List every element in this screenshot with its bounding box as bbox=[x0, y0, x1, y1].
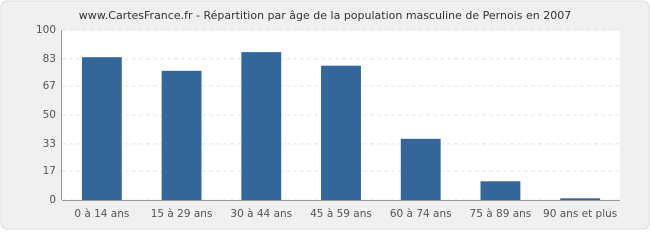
bar bbox=[241, 52, 282, 200]
y-tick-label: 67 bbox=[43, 80, 56, 92]
x-tick-label: 0 à 14 ans bbox=[74, 208, 129, 220]
bar bbox=[560, 198, 601, 200]
y-tick-label: 0 bbox=[49, 194, 56, 206]
y-tick-label: 33 bbox=[43, 138, 56, 150]
bar bbox=[321, 65, 361, 200]
bar bbox=[81, 57, 122, 201]
bar bbox=[400, 138, 441, 200]
x-tick-label: 75 à 89 ans bbox=[470, 208, 532, 220]
x-tick-label: 30 à 44 ans bbox=[230, 208, 292, 220]
chart-title: www.CartesFrance.fr - Répartition par âg… bbox=[79, 9, 571, 22]
y-tick-label: 100 bbox=[36, 24, 56, 36]
x-tick-label: 15 à 29 ans bbox=[151, 208, 213, 220]
bar bbox=[480, 181, 521, 200]
x-tick-label: 45 à 59 ans bbox=[310, 208, 372, 220]
x-tick-label: 60 à 74 ans bbox=[390, 208, 452, 220]
y-tick-label: 50 bbox=[43, 109, 56, 121]
x-tick-label: 90 ans et plus bbox=[543, 208, 617, 220]
chart: www.CartesFrance.fr - Répartition par âg… bbox=[0, 0, 650, 230]
y-tick-label: 17 bbox=[43, 165, 56, 177]
bar bbox=[161, 70, 202, 200]
y-tick-label: 83 bbox=[43, 53, 56, 65]
